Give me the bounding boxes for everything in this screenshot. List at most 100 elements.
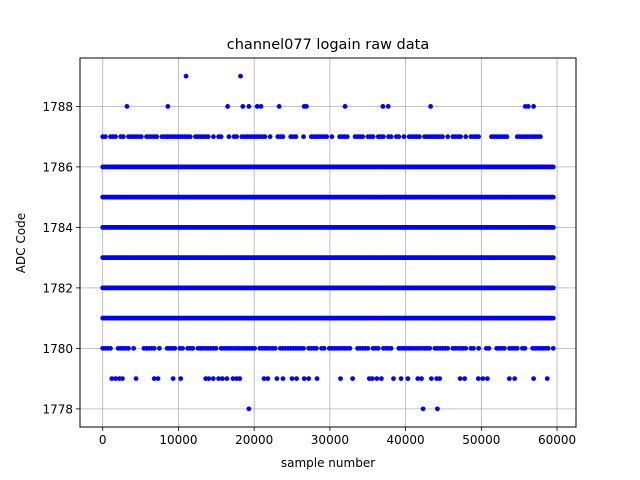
data-point-outlier — [398, 376, 404, 382]
data-point-outlier — [342, 103, 348, 109]
data-point-outlier — [225, 103, 231, 109]
data-point-outlier — [304, 103, 309, 109]
data-point-outlier — [506, 376, 512, 382]
y-tick-label: 1786 — [42, 160, 73, 174]
data-point-outlier — [240, 103, 246, 109]
data-point-level-1780 — [550, 345, 556, 351]
data-point-level-1787 — [226, 134, 232, 140]
y-axis: 1778 1780 1782 1784 1786 1788 — [42, 100, 80, 416]
data-point-outlier — [544, 376, 550, 382]
data-point-level-1787 — [476, 134, 482, 140]
data-point-level-1787 — [360, 134, 366, 140]
data-point-level-1780 — [476, 345, 482, 351]
data-point-outlier — [380, 103, 386, 109]
data-point-outlier — [230, 376, 236, 382]
data-point-outlier — [531, 103, 536, 109]
data-points — [100, 73, 556, 412]
data-point-outlier — [391, 376, 396, 382]
y-axis-label: ADC Code — [14, 213, 28, 273]
data-point-level-1787 — [388, 134, 394, 140]
x-axis: 0 10000 20000 30000 40000 50000 60000 — [99, 427, 576, 447]
data-point-outlier — [405, 376, 411, 382]
data-point-level-1781 — [550, 315, 556, 321]
data-point-level-1787 — [187, 134, 193, 140]
data-point-level-1780 — [471, 345, 476, 351]
data-point-level-1787 — [463, 134, 469, 140]
data-point-outlier — [306, 376, 312, 382]
data-point-outlier — [120, 376, 125, 382]
data-point-outlier — [437, 376, 443, 382]
data-point-outlier — [369, 376, 375, 382]
data-point-level-1780 — [514, 345, 520, 351]
data-point-outlier — [210, 376, 216, 382]
data-point-outlier — [350, 376, 356, 382]
data-point-level-1780 — [545, 345, 551, 351]
data-point-level-1780 — [252, 345, 258, 351]
x-tick-label: 20000 — [235, 433, 273, 447]
data-point-outlier — [165, 103, 171, 109]
data-point-outlier — [178, 376, 184, 382]
data-point-outlier — [415, 376, 421, 382]
data-point-outlier — [374, 376, 380, 382]
data-point-outlier — [274, 376, 280, 382]
data-point-level-1787 — [138, 134, 144, 140]
data-point-level-1780 — [486, 345, 492, 351]
y-tick-label: 1782 — [42, 281, 73, 295]
data-point-level-1787 — [370, 134, 376, 140]
data-point-outlier — [420, 406, 426, 412]
data-point-outlier — [133, 376, 139, 382]
data-point-level-1780 — [301, 345, 306, 351]
x-tick-label: 10000 — [159, 433, 197, 447]
data-point-outlier — [435, 406, 440, 412]
data-point-outlier — [462, 376, 468, 382]
data-point-level-1787 — [211, 134, 216, 140]
x-axis-label: sample number — [281, 456, 375, 470]
data-point-outlier — [246, 103, 252, 109]
data-point-level-1787 — [344, 134, 350, 140]
data-point-level-1780 — [375, 345, 381, 351]
data-point-level-1787 — [504, 134, 510, 140]
y-tick-label: 1778 — [42, 402, 73, 416]
data-point-outlier — [124, 103, 130, 109]
data-point-outlier — [525, 103, 531, 109]
data-point-level-1780 — [156, 345, 162, 351]
data-point-level-1787 — [329, 134, 335, 140]
data-point-outlier — [261, 376, 267, 382]
data-point-level-1787 — [154, 134, 160, 140]
data-point-level-1787 — [280, 134, 286, 140]
data-point-level-1780 — [172, 345, 178, 351]
data-point-outlier — [428, 376, 434, 382]
data-point-outlier — [378, 376, 384, 382]
data-point-level-1787 — [205, 134, 211, 140]
data-point-level-1787 — [458, 134, 463, 140]
data-point-outlier — [224, 376, 230, 382]
data-point-outlier — [254, 103, 260, 109]
data-point-level-1780 — [321, 345, 327, 351]
data-point-outlier — [258, 103, 264, 109]
data-point-outlier — [385, 103, 391, 109]
data-point-outlier — [206, 376, 212, 382]
data-point-level-1787 — [262, 134, 268, 140]
data-point-level-1780 — [180, 345, 185, 351]
data-point-outlier — [485, 376, 490, 382]
data-point-outlier — [109, 376, 115, 382]
data-point-outlier — [457, 376, 463, 382]
data-point-outlier — [151, 376, 157, 382]
data-point-outlier — [113, 376, 118, 382]
data-point-level-1780 — [131, 345, 137, 351]
data-point-outlier — [219, 376, 225, 382]
data-point-level-1780 — [388, 345, 394, 351]
data-point-level-1780 — [427, 345, 433, 351]
data-point-outlier — [183, 73, 189, 79]
data-point-level-1784 — [550, 224, 556, 230]
x-tick-label: 0 — [99, 433, 107, 447]
data-point-level-1787 — [380, 134, 386, 140]
data-point-outlier — [170, 376, 176, 382]
data-point-outlier — [480, 376, 486, 382]
data-point-outlier — [531, 376, 536, 382]
y-tick-label: 1788 — [42, 100, 73, 114]
data-point-level-1780 — [365, 345, 371, 351]
data-point-level-1780 — [213, 345, 219, 351]
data-point-level-1787 — [120, 134, 126, 140]
